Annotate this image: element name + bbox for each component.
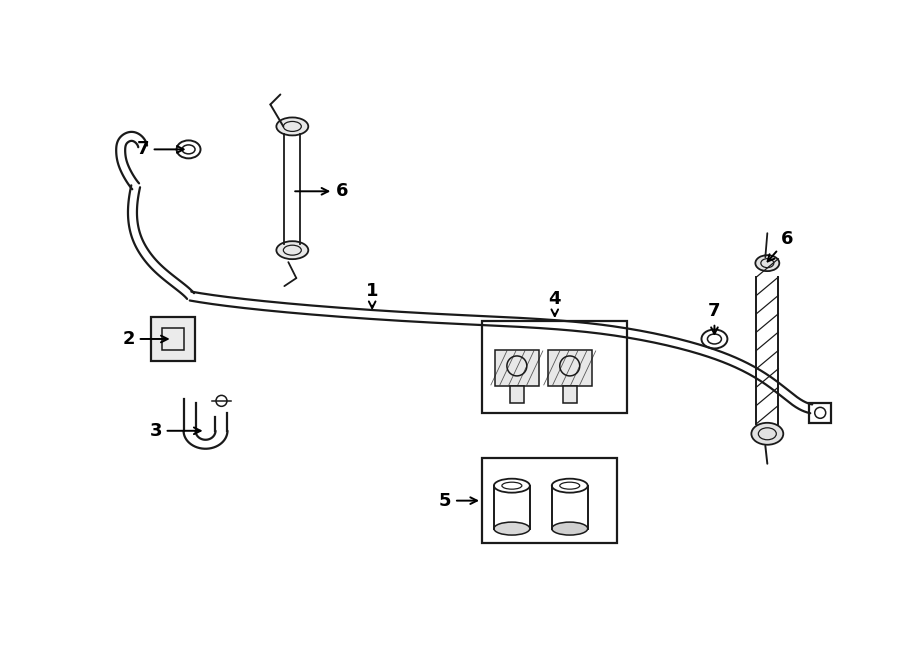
Bar: [562, 386, 577, 403]
Bar: [510, 386, 524, 403]
Text: 2: 2: [122, 330, 167, 348]
Ellipse shape: [752, 423, 783, 445]
Bar: [482, 321, 626, 413]
Text: 7: 7: [708, 302, 721, 334]
Ellipse shape: [552, 522, 588, 535]
Ellipse shape: [494, 522, 530, 535]
Ellipse shape: [755, 255, 779, 271]
Bar: [150, 317, 194, 361]
Text: 1: 1: [366, 282, 378, 308]
Text: 4: 4: [548, 290, 561, 316]
Text: 6: 6: [295, 182, 348, 200]
Text: 7: 7: [137, 140, 184, 159]
Ellipse shape: [276, 118, 309, 136]
Ellipse shape: [276, 241, 309, 259]
Bar: [482, 457, 616, 543]
Bar: [495, 350, 539, 386]
Text: 5: 5: [439, 492, 477, 510]
Text: 3: 3: [149, 422, 201, 440]
Bar: [162, 328, 184, 350]
Text: 6: 6: [768, 230, 794, 262]
Bar: [548, 350, 591, 386]
